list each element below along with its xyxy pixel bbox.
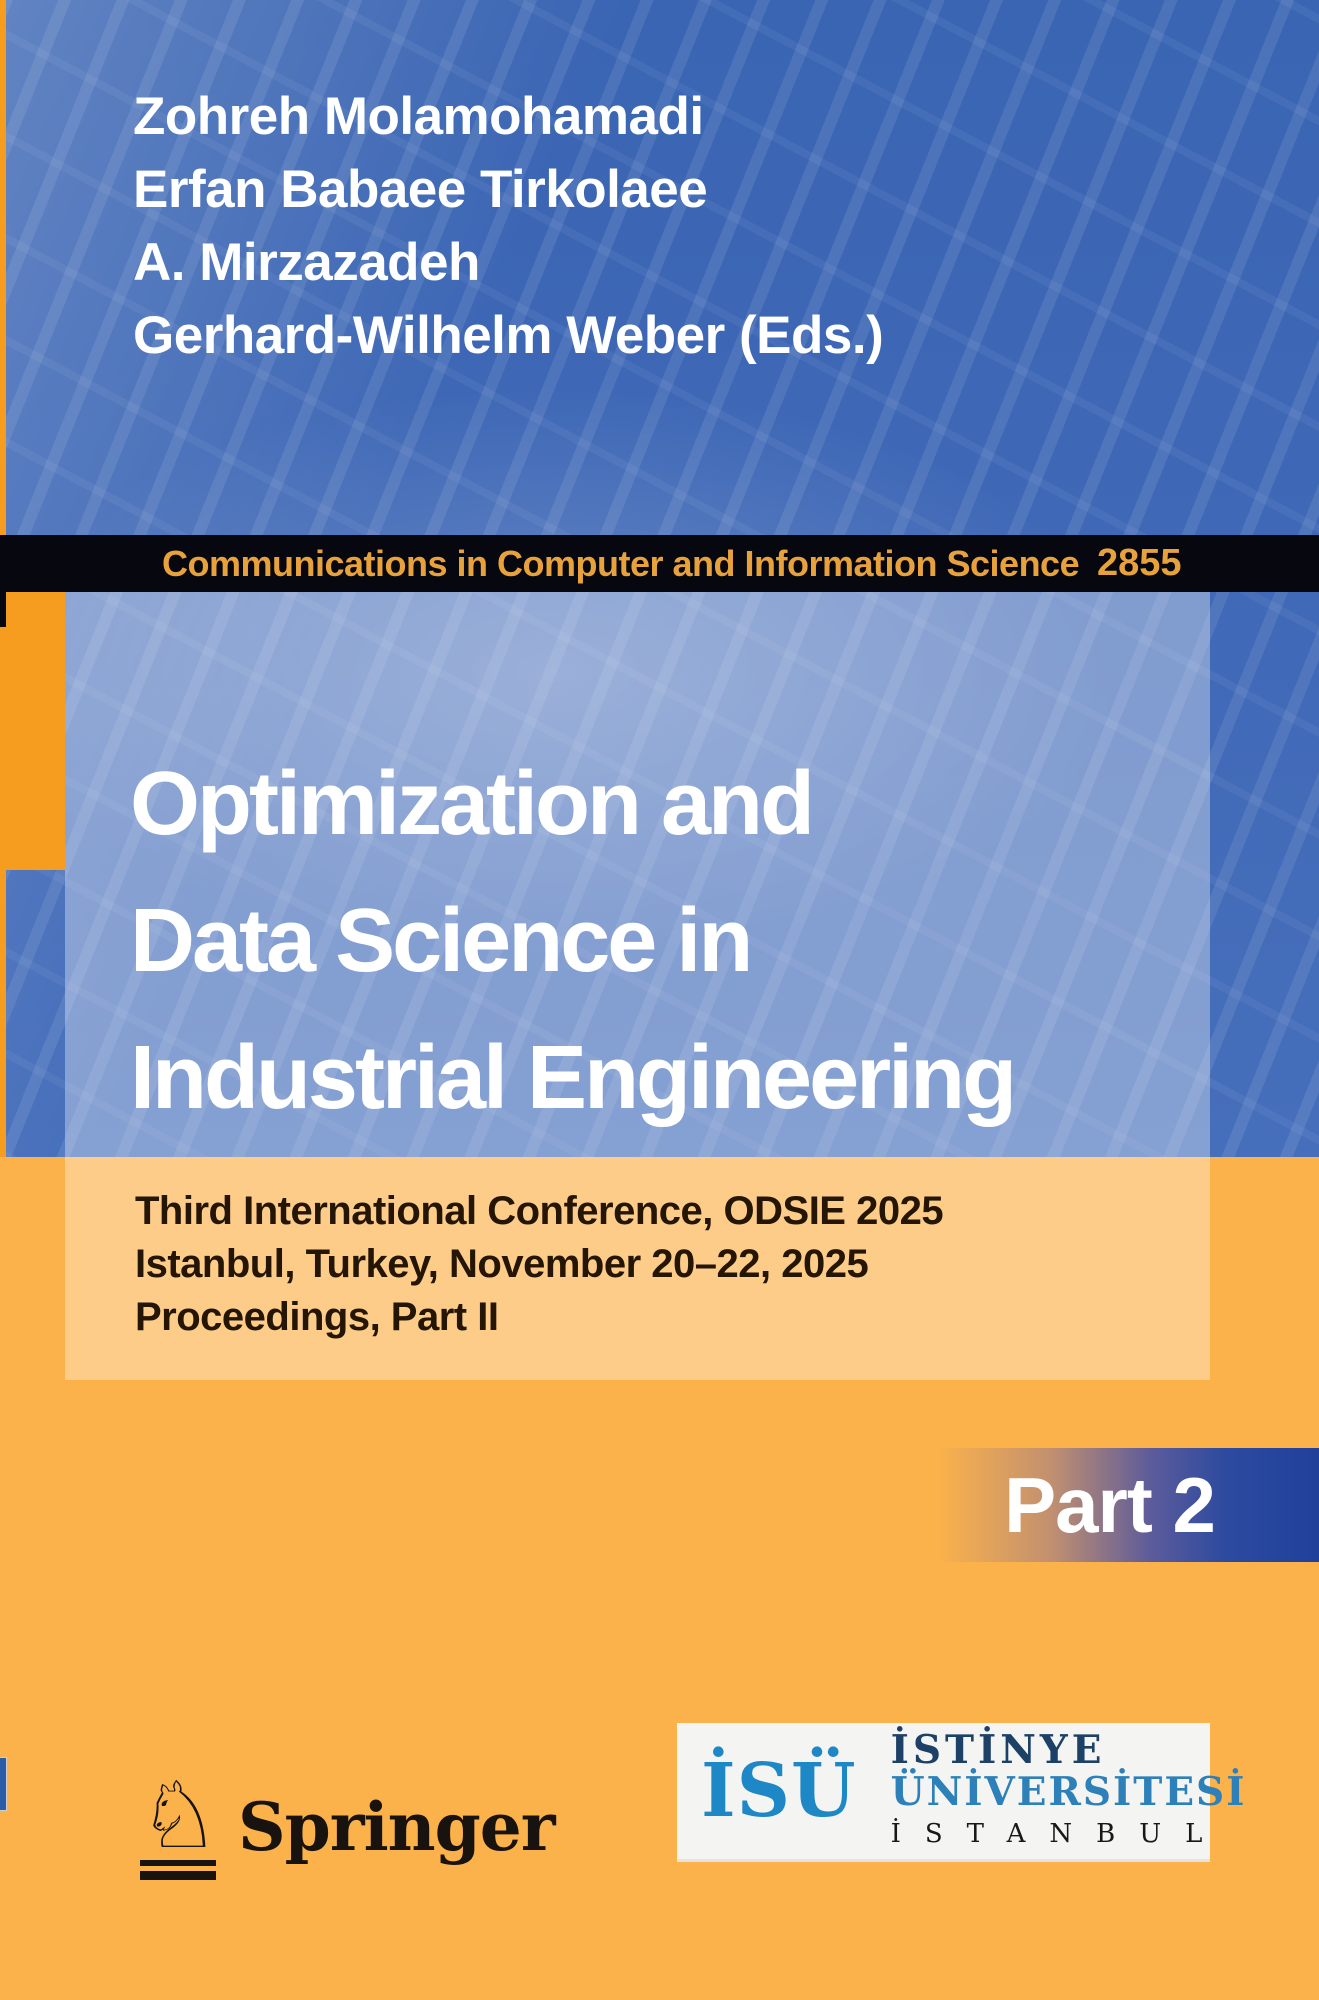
- left-edge-black-notch: [0, 592, 6, 627]
- book-title-line: Optimization and: [130, 754, 815, 854]
- series-band: Communications in Computer and Informati…: [0, 535, 1319, 592]
- istinye-university-logo: İSÜ İSTİNYE ÜNİVERSİTESİ İSTANBUL: [677, 1723, 1244, 1862]
- left-edge-orange-strip-bottom: [0, 627, 6, 1157]
- author-name: Gerhard-Wilhelm Weber (Eds.): [133, 306, 884, 365]
- part-2-label: Part 2: [1004, 1460, 1216, 1549]
- isu-city-line: İSTANBUL: [890, 1819, 1227, 1849]
- book-subtitle-line: Third International Conference, ODSIE 20…: [135, 1189, 944, 1233]
- series-title: Communications in Computer and Informati…: [162, 542, 1080, 584]
- isu-name-line2: ÜNİVERSİTESİ: [890, 1769, 1247, 1815]
- left-orange-block: [6, 592, 65, 870]
- part-2-banner: Part 2: [900, 1448, 1319, 1562]
- isu-logo-text: İSTİNYE ÜNİVERSİTESİ İSTANBUL: [891, 1729, 1247, 1853]
- isu-name-line1: İSTİNYE: [890, 1727, 1106, 1773]
- springer-horse-base-bar: [140, 1860, 216, 1866]
- book-subtitle: Third International Conference, ODSIE 20…: [135, 1185, 944, 1344]
- springer-horse-icon: ♘: [138, 1762, 221, 1869]
- book-title-line: Data Science in: [130, 891, 753, 991]
- springer-wordmark: Springer: [238, 1788, 556, 1866]
- springer-logo: ♘ Springer: [138, 1762, 556, 1890]
- book-subtitle-line: Istanbul, Turkey, November 20–22, 2025: [135, 1242, 869, 1286]
- series-volume-number: 2855: [1097, 542, 1182, 584]
- author-name: A. Mirzazadeh: [133, 233, 480, 292]
- book-subtitle-line: Proceedings, Part II: [135, 1295, 499, 1339]
- book-title-line: Industrial Engineering: [130, 1028, 1017, 1128]
- springer-horse-base-bar: [140, 1871, 216, 1880]
- left-edge-orange-strip-top: [0, 0, 6, 537]
- book-title: Optimization and Data Science in Industr…: [130, 736, 1017, 1147]
- author-name: Erfan Babaee Tirkolaee: [133, 160, 708, 219]
- isu-monogram: İSÜ: [701, 1748, 857, 1834]
- title-highlight-panel: [65, 592, 1210, 1380]
- author-name: Zohreh Molamohamadi: [133, 87, 704, 146]
- left-edge-blue-tab: [0, 1757, 7, 1811]
- authors-block: Zohreh Molamohamadi Erfan Babaee Tirkola…: [133, 80, 884, 372]
